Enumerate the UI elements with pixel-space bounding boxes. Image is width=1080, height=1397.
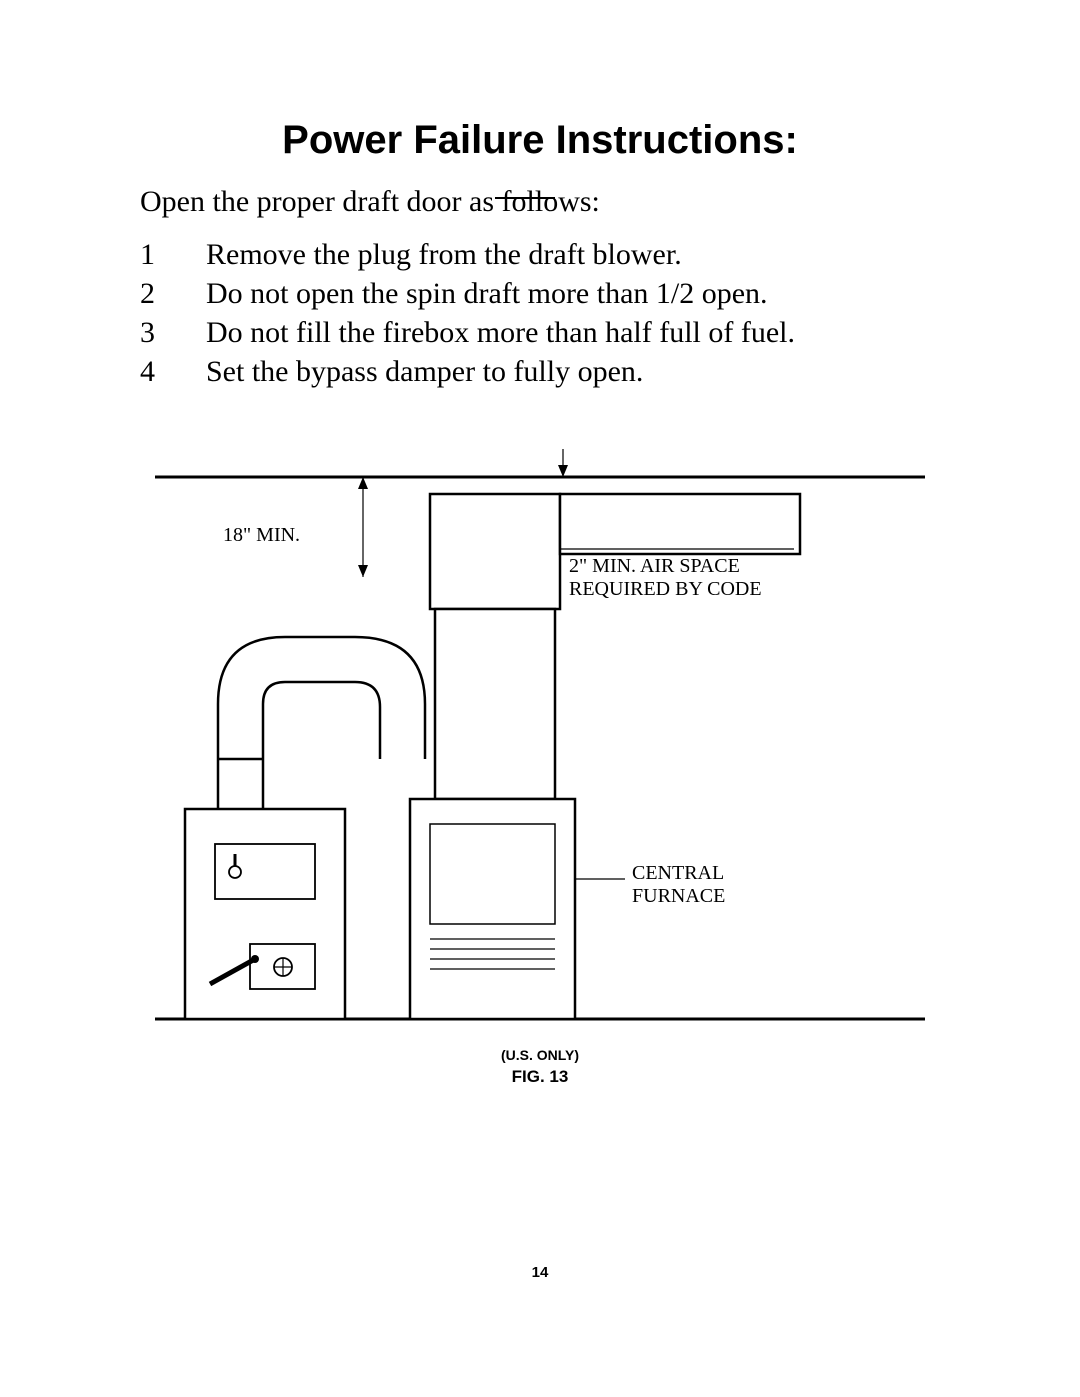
instruction-text: Do not open the spin draft more than 1/2…: [206, 274, 768, 313]
caption-figure: FIG. 13: [0, 1067, 1080, 1087]
instruction-list: 1 Remove the plug from the draft blower.…: [140, 235, 795, 391]
label-furnace: FURNACE: [632, 885, 725, 908]
instruction-text: Remove the plug from the draft blower.: [206, 235, 682, 274]
label-min-clearance: 18" MIN.: [223, 524, 300, 547]
instruction-row: 3 Do not fill the firebox more than half…: [140, 313, 795, 352]
instruction-number: 3: [140, 313, 206, 352]
instruction-number: 1: [140, 235, 206, 274]
instruction-text: Set the bypass damper to fully open.: [206, 352, 643, 391]
instruction-row: 1 Remove the plug from the draft blower.: [140, 235, 795, 274]
instruction-number: 4: [140, 352, 206, 391]
subtitle-text: Open the proper draft door as follows:: [140, 185, 600, 219]
instruction-text: Do not fill the firebox more than half f…: [206, 313, 795, 352]
instruction-row: 4 Set the bypass damper to fully open.: [140, 352, 795, 391]
label-required-code: REQUIRED BY CODE: [569, 578, 762, 601]
instruction-number: 2: [140, 274, 206, 313]
page-title: Power Failure Instructions:: [0, 0, 1080, 163]
page-number: 14: [0, 1264, 1080, 1281]
label-air-space: 2" MIN. AIR SPACE: [569, 555, 740, 578]
caption-note: (U.S. ONLY): [0, 1047, 1080, 1063]
instruction-row: 2 Do not open the spin draft more than 1…: [140, 274, 795, 313]
label-central: CENTRAL: [632, 862, 724, 885]
subtitle-underline: [495, 197, 555, 199]
